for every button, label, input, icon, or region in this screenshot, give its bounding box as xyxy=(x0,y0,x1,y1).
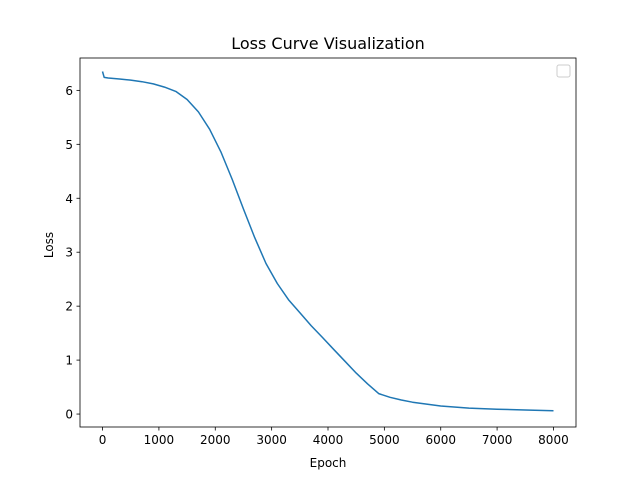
x-tick-label-7000: 7000 xyxy=(482,433,513,447)
x-axis-label: Epoch xyxy=(310,456,347,470)
y-axis-label: Loss xyxy=(42,232,56,258)
y-tick-label-6: 6 xyxy=(65,84,73,98)
legend-box xyxy=(556,64,571,78)
plot-area: 0 1000 2000 3000 4000 5000 6000 7000 8000 0 1 2 3 4 5 6 xyxy=(65,57,577,447)
y-tick-label-3: 3 xyxy=(65,246,73,260)
x-tick-label-4000: 4000 xyxy=(313,433,344,447)
x-tick-label-2000: 2000 xyxy=(200,433,231,447)
x-tick-label-5000: 5000 xyxy=(369,433,400,447)
x-tick-label-1000: 1000 xyxy=(144,433,175,447)
y-tick-label-0: 0 xyxy=(65,408,73,422)
y-tick-label-4: 4 xyxy=(65,192,73,206)
chart-title: Loss Curve Visualization xyxy=(231,34,425,53)
x-tick-label-8000: 8000 xyxy=(538,433,569,447)
x-tick-label-6000: 6000 xyxy=(425,433,456,447)
y-tick-label-1: 1 xyxy=(65,354,73,368)
x-tick-label-0: 0 xyxy=(99,433,107,447)
series-line-0 xyxy=(101,71,554,412)
x-tick-label-3000: 3000 xyxy=(256,433,287,447)
y-tick-label-2: 2 xyxy=(65,300,73,314)
y-tick-label-5: 5 xyxy=(65,138,73,152)
